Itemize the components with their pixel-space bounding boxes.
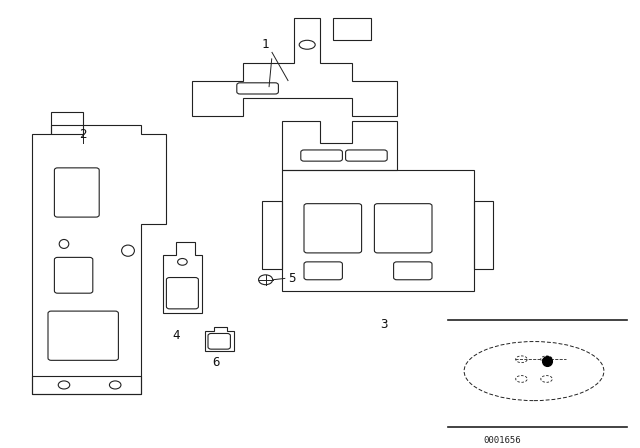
Text: 1: 1 xyxy=(262,39,269,52)
Text: 0001656: 0001656 xyxy=(483,436,520,445)
Text: 2: 2 xyxy=(79,128,87,141)
Text: 6: 6 xyxy=(212,356,220,369)
Text: 5: 5 xyxy=(288,272,296,285)
Text: 3: 3 xyxy=(380,318,388,331)
Text: 4: 4 xyxy=(172,329,180,342)
